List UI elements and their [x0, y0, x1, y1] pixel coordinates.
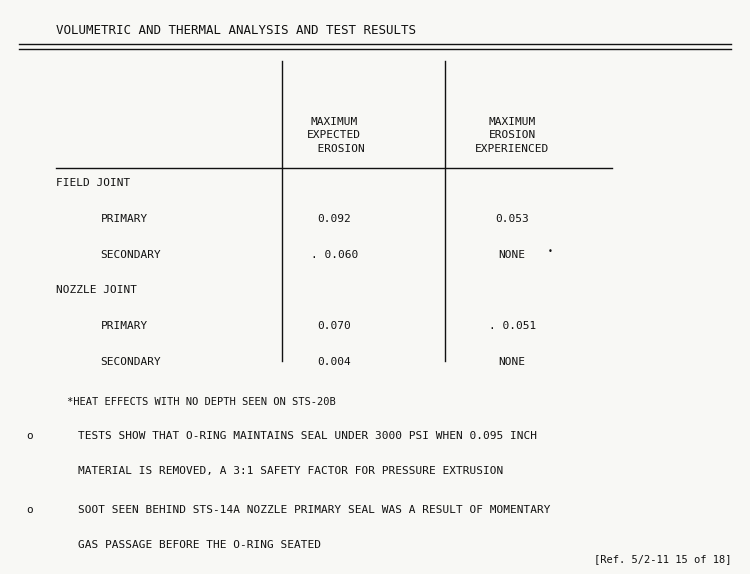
Text: MATERIAL IS REMOVED, A 3:1 SAFETY FACTOR FOR PRESSURE EXTRUSION: MATERIAL IS REMOVED, A 3:1 SAFETY FACTOR… [78, 466, 503, 476]
Text: o: o [26, 431, 33, 441]
Text: . 0.051: . 0.051 [488, 321, 536, 331]
Text: 0.092: 0.092 [317, 214, 351, 224]
Text: o: o [26, 505, 33, 515]
Text: 0.053: 0.053 [495, 214, 529, 224]
Text: PRIMARY: PRIMARY [100, 321, 148, 331]
Text: PRIMARY: PRIMARY [100, 214, 148, 224]
Text: MAXIMUM
EROSION
EXPERIENCED: MAXIMUM EROSION EXPERIENCED [475, 117, 549, 154]
Text: GAS PASSAGE BEFORE THE O-RING SEATED: GAS PASSAGE BEFORE THE O-RING SEATED [78, 540, 321, 550]
Text: SECONDARY: SECONDARY [100, 250, 161, 259]
Text: TESTS SHOW THAT O-RING MAINTAINS SEAL UNDER 3000 PSI WHEN 0.095 INCH: TESTS SHOW THAT O-RING MAINTAINS SEAL UN… [78, 431, 537, 441]
Text: *HEAT EFFECTS WITH NO DEPTH SEEN ON STS-20B: *HEAT EFFECTS WITH NO DEPTH SEEN ON STS-… [68, 397, 336, 408]
Text: •: • [548, 247, 553, 256]
Text: SOOT SEEN BEHIND STS-14A NOZZLE PRIMARY SEAL WAS A RESULT OF MOMENTARY: SOOT SEEN BEHIND STS-14A NOZZLE PRIMARY … [78, 505, 550, 515]
Text: 0.070: 0.070 [317, 321, 351, 331]
Text: SECONDARY: SECONDARY [100, 356, 161, 367]
Text: FIELD JOINT: FIELD JOINT [56, 179, 130, 188]
Text: NONE: NONE [499, 250, 526, 259]
Text: . 0.060: . 0.060 [310, 250, 358, 259]
Text: NOZZLE JOINT: NOZZLE JOINT [56, 285, 137, 295]
Text: MAXIMUM
EXPECTED
  EROSION: MAXIMUM EXPECTED EROSION [304, 117, 364, 154]
Text: 0.004: 0.004 [317, 356, 351, 367]
Text: [Ref. 5/2-11 15 of 18]: [Ref. 5/2-11 15 of 18] [593, 554, 731, 564]
Text: NONE: NONE [499, 356, 526, 367]
Text: VOLUMETRIC AND THERMAL ANALYSIS AND TEST RESULTS: VOLUMETRIC AND THERMAL ANALYSIS AND TEST… [56, 24, 416, 37]
